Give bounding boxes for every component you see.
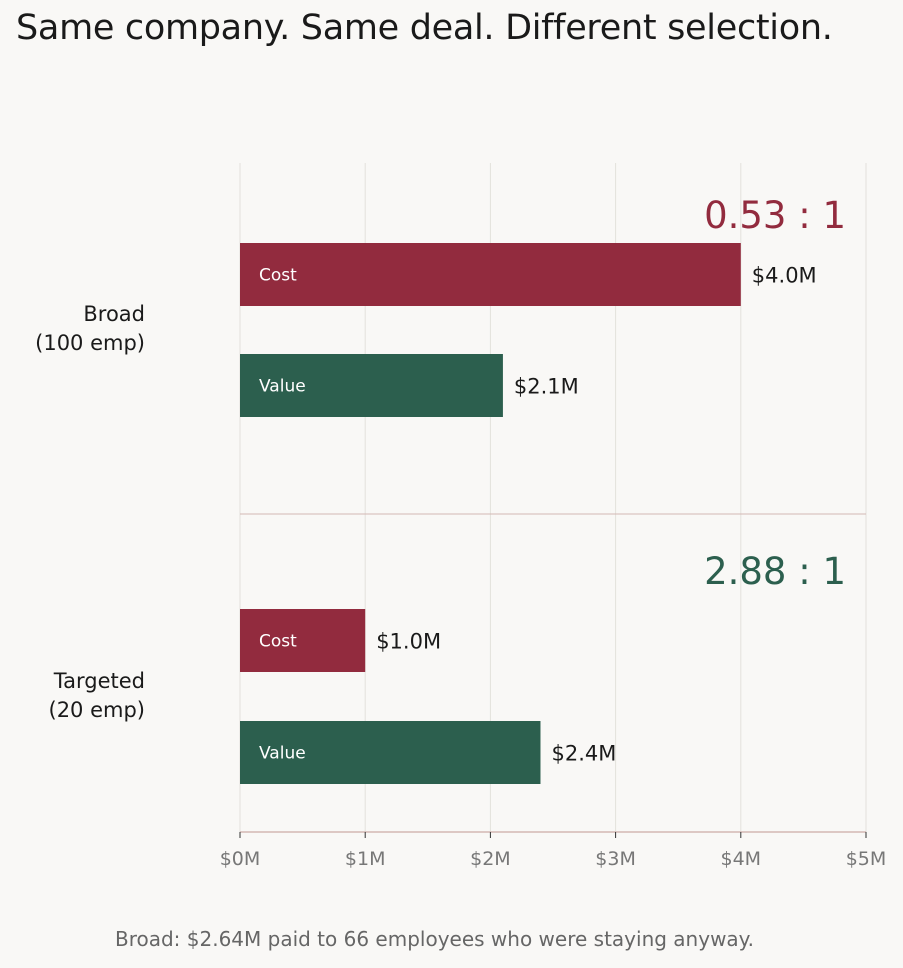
group-label: Targeted (53, 669, 145, 693)
x-tick-label: $2M (470, 848, 511, 870)
ratio-annotation: 2.88 : 1 (704, 550, 846, 593)
value-label: $2.4M (551, 742, 616, 766)
x-tick-label: $0M (220, 848, 261, 870)
footnote: Broad: $2.64M paid to 66 employees who w… (114, 927, 755, 951)
chart-title: Same company. Same deal. Different selec… (16, 8, 833, 48)
x-tick-label: $4M (721, 848, 762, 870)
group-label-sub: (100 emp) (35, 331, 145, 355)
bar-value (240, 721, 541, 784)
value-label: $2.1M (514, 375, 579, 399)
bar-label: Cost (259, 632, 297, 652)
group-label: Broad (83, 302, 145, 326)
x-tick-label: $1M (345, 848, 386, 870)
x-tick-label: $3M (595, 848, 636, 870)
bar-value (240, 354, 503, 417)
bar-label: Value (259, 744, 306, 764)
bar-cost (240, 609, 366, 672)
bar-label: Value (259, 377, 306, 397)
group-label-sub: (20 emp) (49, 698, 146, 722)
ratio-annotation: 0.53 : 1 (704, 194, 846, 237)
x-tick-label: $5M (846, 848, 887, 870)
bar-label: Cost (259, 266, 297, 286)
bar-cost (240, 243, 741, 306)
value-label: $4.0M (752, 264, 817, 288)
value-label: $1.0M (376, 630, 441, 654)
